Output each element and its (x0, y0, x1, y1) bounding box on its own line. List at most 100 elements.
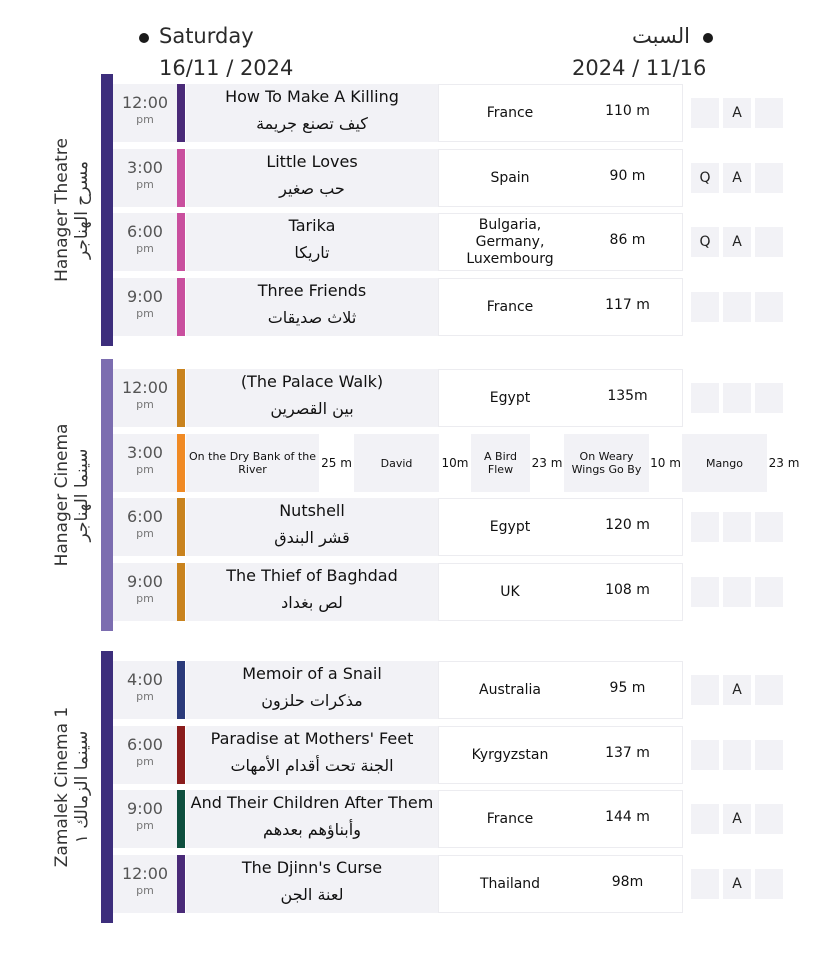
short-film-title: On Weary Wings Go By (564, 434, 649, 492)
film-title-ar: حب صغير (279, 179, 345, 198)
info-cell (438, 149, 683, 207)
venue-name-en: Hanager Cinema (52, 423, 72, 567)
title-cell (186, 84, 438, 142)
badge-q: Q (691, 227, 719, 257)
short-film-duration: 23 m (767, 434, 801, 492)
showtime-hour: 12:00 (121, 378, 169, 397)
film-title-ar: مذكرات حلزون (261, 691, 363, 710)
venue-name-en: Zamalek Cinema 1 (52, 706, 72, 868)
badge-empty (691, 292, 719, 322)
venue-name-ar: سينما الزمالك ١ (72, 730, 92, 844)
time-cell (113, 84, 177, 142)
showtime-period: pm (136, 463, 154, 476)
film-title-ar: تاريكا (294, 243, 330, 262)
showtime-period: pm (136, 398, 154, 411)
showtime-period: pm (136, 592, 154, 605)
showtime-period: pm (136, 690, 154, 703)
badge-empty (691, 804, 719, 834)
time-cell (113, 278, 177, 336)
film-color-bar (177, 369, 185, 427)
title-cell (186, 563, 438, 621)
badge-a: A (723, 804, 751, 834)
film-color-bar (177, 84, 185, 142)
film-color-bar (177, 790, 185, 848)
short-film-title: David (354, 434, 439, 492)
film-title-en: How To Make A Killing (225, 87, 399, 106)
time-cell (113, 790, 177, 848)
badge-empty (755, 292, 783, 322)
badge-empty (755, 98, 783, 128)
info-cell (438, 661, 683, 719)
showtime-period: pm (136, 242, 154, 255)
info-cell (438, 790, 683, 848)
film-duration: 144 m (605, 808, 650, 825)
badge-empty (723, 577, 751, 607)
badge-q: Q (691, 163, 719, 193)
showtime: 9:00 pm (113, 799, 177, 833)
showtime: 4:00 pm (113, 670, 177, 704)
short-film-title: Mango (682, 434, 767, 492)
short-film-duration: 25 m (319, 434, 354, 492)
showtime: 12:00 pm (113, 864, 177, 898)
film-title: Memoir of a Snail مذكرات حلزون (186, 663, 438, 713)
film-country: Egypt (489, 518, 531, 535)
info-cell (438, 213, 683, 271)
showtime: 9:00 pm (113, 287, 177, 321)
film-duration: 108 m (605, 581, 650, 598)
badge-a: A (723, 227, 751, 257)
badge-empty (755, 227, 783, 257)
showtime-period: pm (136, 307, 154, 320)
showtime: 12:00 pm (113, 378, 177, 412)
badge-empty (723, 512, 751, 542)
venue-color-bar (101, 359, 113, 631)
venue-name-ar: سينما الهناجر (72, 448, 92, 542)
film-country: Australia (479, 681, 541, 698)
film-title-en: Tarika (288, 216, 336, 235)
info-cell (438, 563, 683, 621)
badge-empty (723, 383, 751, 413)
badge-empty (691, 577, 719, 607)
film-title-en: And Their Children After Them (190, 793, 434, 812)
showtime-hour: 3:00 (127, 158, 163, 177)
showtime-hour: 3:00 (127, 443, 163, 462)
short-film-title: A Bird Flew (471, 434, 530, 492)
film-duration: 86 m (609, 231, 646, 248)
film-title-en: Three Friends (257, 281, 367, 300)
time-cell (113, 498, 177, 556)
info-cell (438, 855, 683, 913)
film-duration: 117 m (605, 296, 650, 313)
info-cell (438, 369, 683, 427)
title-cell (186, 498, 438, 556)
film-title-en: Memoir of a Snail (242, 664, 382, 683)
showtime-period: pm (136, 819, 154, 832)
badge-empty (755, 804, 783, 834)
title-cell (186, 790, 438, 848)
badge-empty (691, 740, 719, 770)
time-cell (113, 434, 177, 492)
showtime: 9:00 pm (113, 572, 177, 606)
venue-name-ar: مسرح الهناجر (72, 160, 92, 259)
short-film-title: On the Dry Bank of the River (186, 434, 319, 492)
badge-empty (755, 383, 783, 413)
film-country: Bulgaria, Germany, Luxembourg (466, 216, 554, 267)
film-title: The Djinn's Curse لعنة الجن (186, 857, 438, 907)
film-country: Thailand (479, 875, 541, 892)
film-color-bar (177, 563, 185, 621)
film-country: UK (500, 583, 520, 600)
film-duration: 120 m (605, 516, 650, 533)
bullet-dot-ar (703, 33, 713, 43)
showtime-hour: 9:00 (127, 572, 163, 591)
film-country: Egypt (489, 389, 531, 406)
badge-empty (723, 292, 751, 322)
film-title-ar: الجنة تحت أقدام الأمهات (230, 756, 394, 775)
showtime: 6:00 pm (113, 735, 177, 769)
film-duration: 95 m (609, 679, 646, 696)
day-en: Saturday (159, 24, 254, 48)
film-duration: 137 m (605, 744, 650, 761)
day-ar: السبت (632, 24, 690, 48)
badge-empty (691, 869, 719, 899)
film-title-ar: كيف تصنع جريمة (256, 114, 368, 133)
showtime-hour: 6:00 (127, 735, 163, 754)
film-title: Little Loves حب صغير (186, 151, 438, 201)
time-cell (113, 369, 177, 427)
